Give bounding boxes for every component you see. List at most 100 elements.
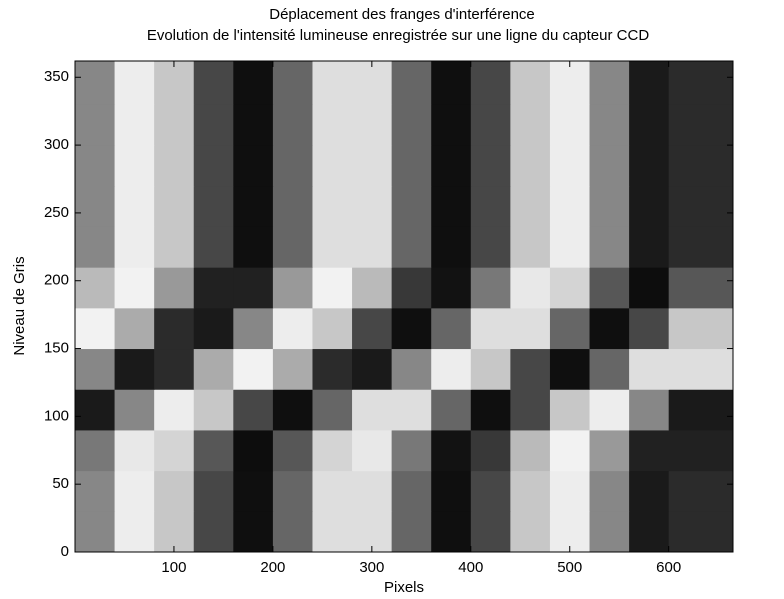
cell bbox=[154, 61, 195, 105]
cell bbox=[391, 185, 432, 227]
chart-title: Déplacement des franges d'interférence bbox=[269, 6, 535, 23]
cell bbox=[272, 429, 313, 472]
cell bbox=[75, 307, 116, 350]
cell bbox=[114, 61, 155, 105]
cell bbox=[312, 267, 353, 309]
cell bbox=[629, 307, 670, 350]
y-tick-label: 300 bbox=[44, 136, 69, 153]
cell bbox=[312, 104, 353, 146]
cell bbox=[431, 145, 472, 187]
cell bbox=[114, 226, 155, 268]
cell bbox=[272, 389, 313, 431]
cell bbox=[154, 470, 195, 512]
cell bbox=[154, 348, 195, 390]
cell bbox=[193, 389, 234, 431]
y-tick-label: 250 bbox=[44, 204, 69, 221]
cell bbox=[629, 470, 670, 512]
cell bbox=[391, 145, 432, 187]
cell bbox=[549, 185, 591, 227]
cell bbox=[470, 307, 511, 350]
cell bbox=[312, 61, 353, 105]
cell bbox=[193, 307, 234, 350]
cell bbox=[629, 226, 670, 268]
cell bbox=[589, 61, 630, 105]
cell bbox=[352, 226, 393, 268]
cell bbox=[312, 307, 353, 350]
cell bbox=[312, 389, 353, 431]
cell bbox=[549, 104, 591, 146]
cell bbox=[193, 511, 234, 553]
cell bbox=[154, 185, 195, 227]
cell bbox=[352, 104, 393, 146]
y-axis-label: Niveau de Gris bbox=[11, 256, 28, 355]
cell bbox=[233, 104, 274, 146]
cell bbox=[312, 511, 353, 553]
cell bbox=[391, 429, 432, 472]
cell bbox=[510, 185, 551, 227]
cell bbox=[114, 104, 155, 146]
cell bbox=[154, 389, 195, 431]
cell bbox=[75, 104, 116, 146]
x-tick-label: 100 bbox=[161, 559, 186, 576]
cell bbox=[114, 511, 155, 553]
x-axis-label: Pixels bbox=[384, 579, 424, 596]
cell bbox=[549, 389, 591, 431]
cell bbox=[233, 470, 274, 512]
cell bbox=[233, 226, 274, 268]
cell bbox=[431, 185, 472, 227]
cell bbox=[193, 104, 234, 146]
cell bbox=[470, 226, 511, 268]
cell bbox=[668, 145, 734, 187]
cell bbox=[233, 511, 274, 553]
cell bbox=[352, 389, 393, 431]
cell bbox=[589, 348, 630, 390]
x-tick-label: 500 bbox=[557, 559, 582, 576]
cell bbox=[589, 511, 630, 553]
cell bbox=[233, 389, 274, 431]
cell bbox=[312, 226, 353, 268]
cell bbox=[154, 511, 195, 553]
cell bbox=[510, 307, 551, 350]
cell bbox=[75, 267, 116, 309]
cell bbox=[668, 470, 734, 512]
cell bbox=[75, 429, 116, 472]
cell bbox=[154, 429, 195, 472]
cell bbox=[629, 61, 670, 105]
cell bbox=[668, 307, 734, 350]
cell bbox=[114, 185, 155, 227]
cell bbox=[549, 267, 591, 309]
cell bbox=[154, 267, 195, 309]
y-tick-label: 100 bbox=[44, 407, 69, 424]
cell bbox=[193, 429, 234, 472]
cell bbox=[549, 145, 591, 187]
cell bbox=[154, 226, 195, 268]
axes-box bbox=[74, 60, 734, 553]
cell bbox=[589, 226, 630, 268]
cell bbox=[352, 267, 393, 309]
cell bbox=[431, 511, 472, 553]
cell bbox=[233, 307, 274, 350]
cell bbox=[510, 348, 551, 390]
cell bbox=[668, 226, 734, 268]
cell bbox=[431, 226, 472, 268]
cell bbox=[233, 267, 274, 309]
cell bbox=[668, 104, 734, 146]
y-tick-label: 0 bbox=[61, 543, 69, 560]
cell bbox=[114, 307, 155, 350]
cell bbox=[114, 470, 155, 512]
cell bbox=[75, 470, 116, 512]
cell bbox=[312, 348, 353, 390]
cell bbox=[272, 61, 313, 105]
cell bbox=[312, 470, 353, 512]
cell bbox=[391, 61, 432, 105]
cell bbox=[233, 61, 274, 105]
cell bbox=[431, 429, 472, 472]
cell bbox=[629, 511, 670, 553]
cell bbox=[154, 145, 195, 187]
cell bbox=[629, 145, 670, 187]
y-tick-label: 350 bbox=[44, 68, 69, 85]
cell bbox=[470, 389, 511, 431]
cell bbox=[470, 145, 511, 187]
